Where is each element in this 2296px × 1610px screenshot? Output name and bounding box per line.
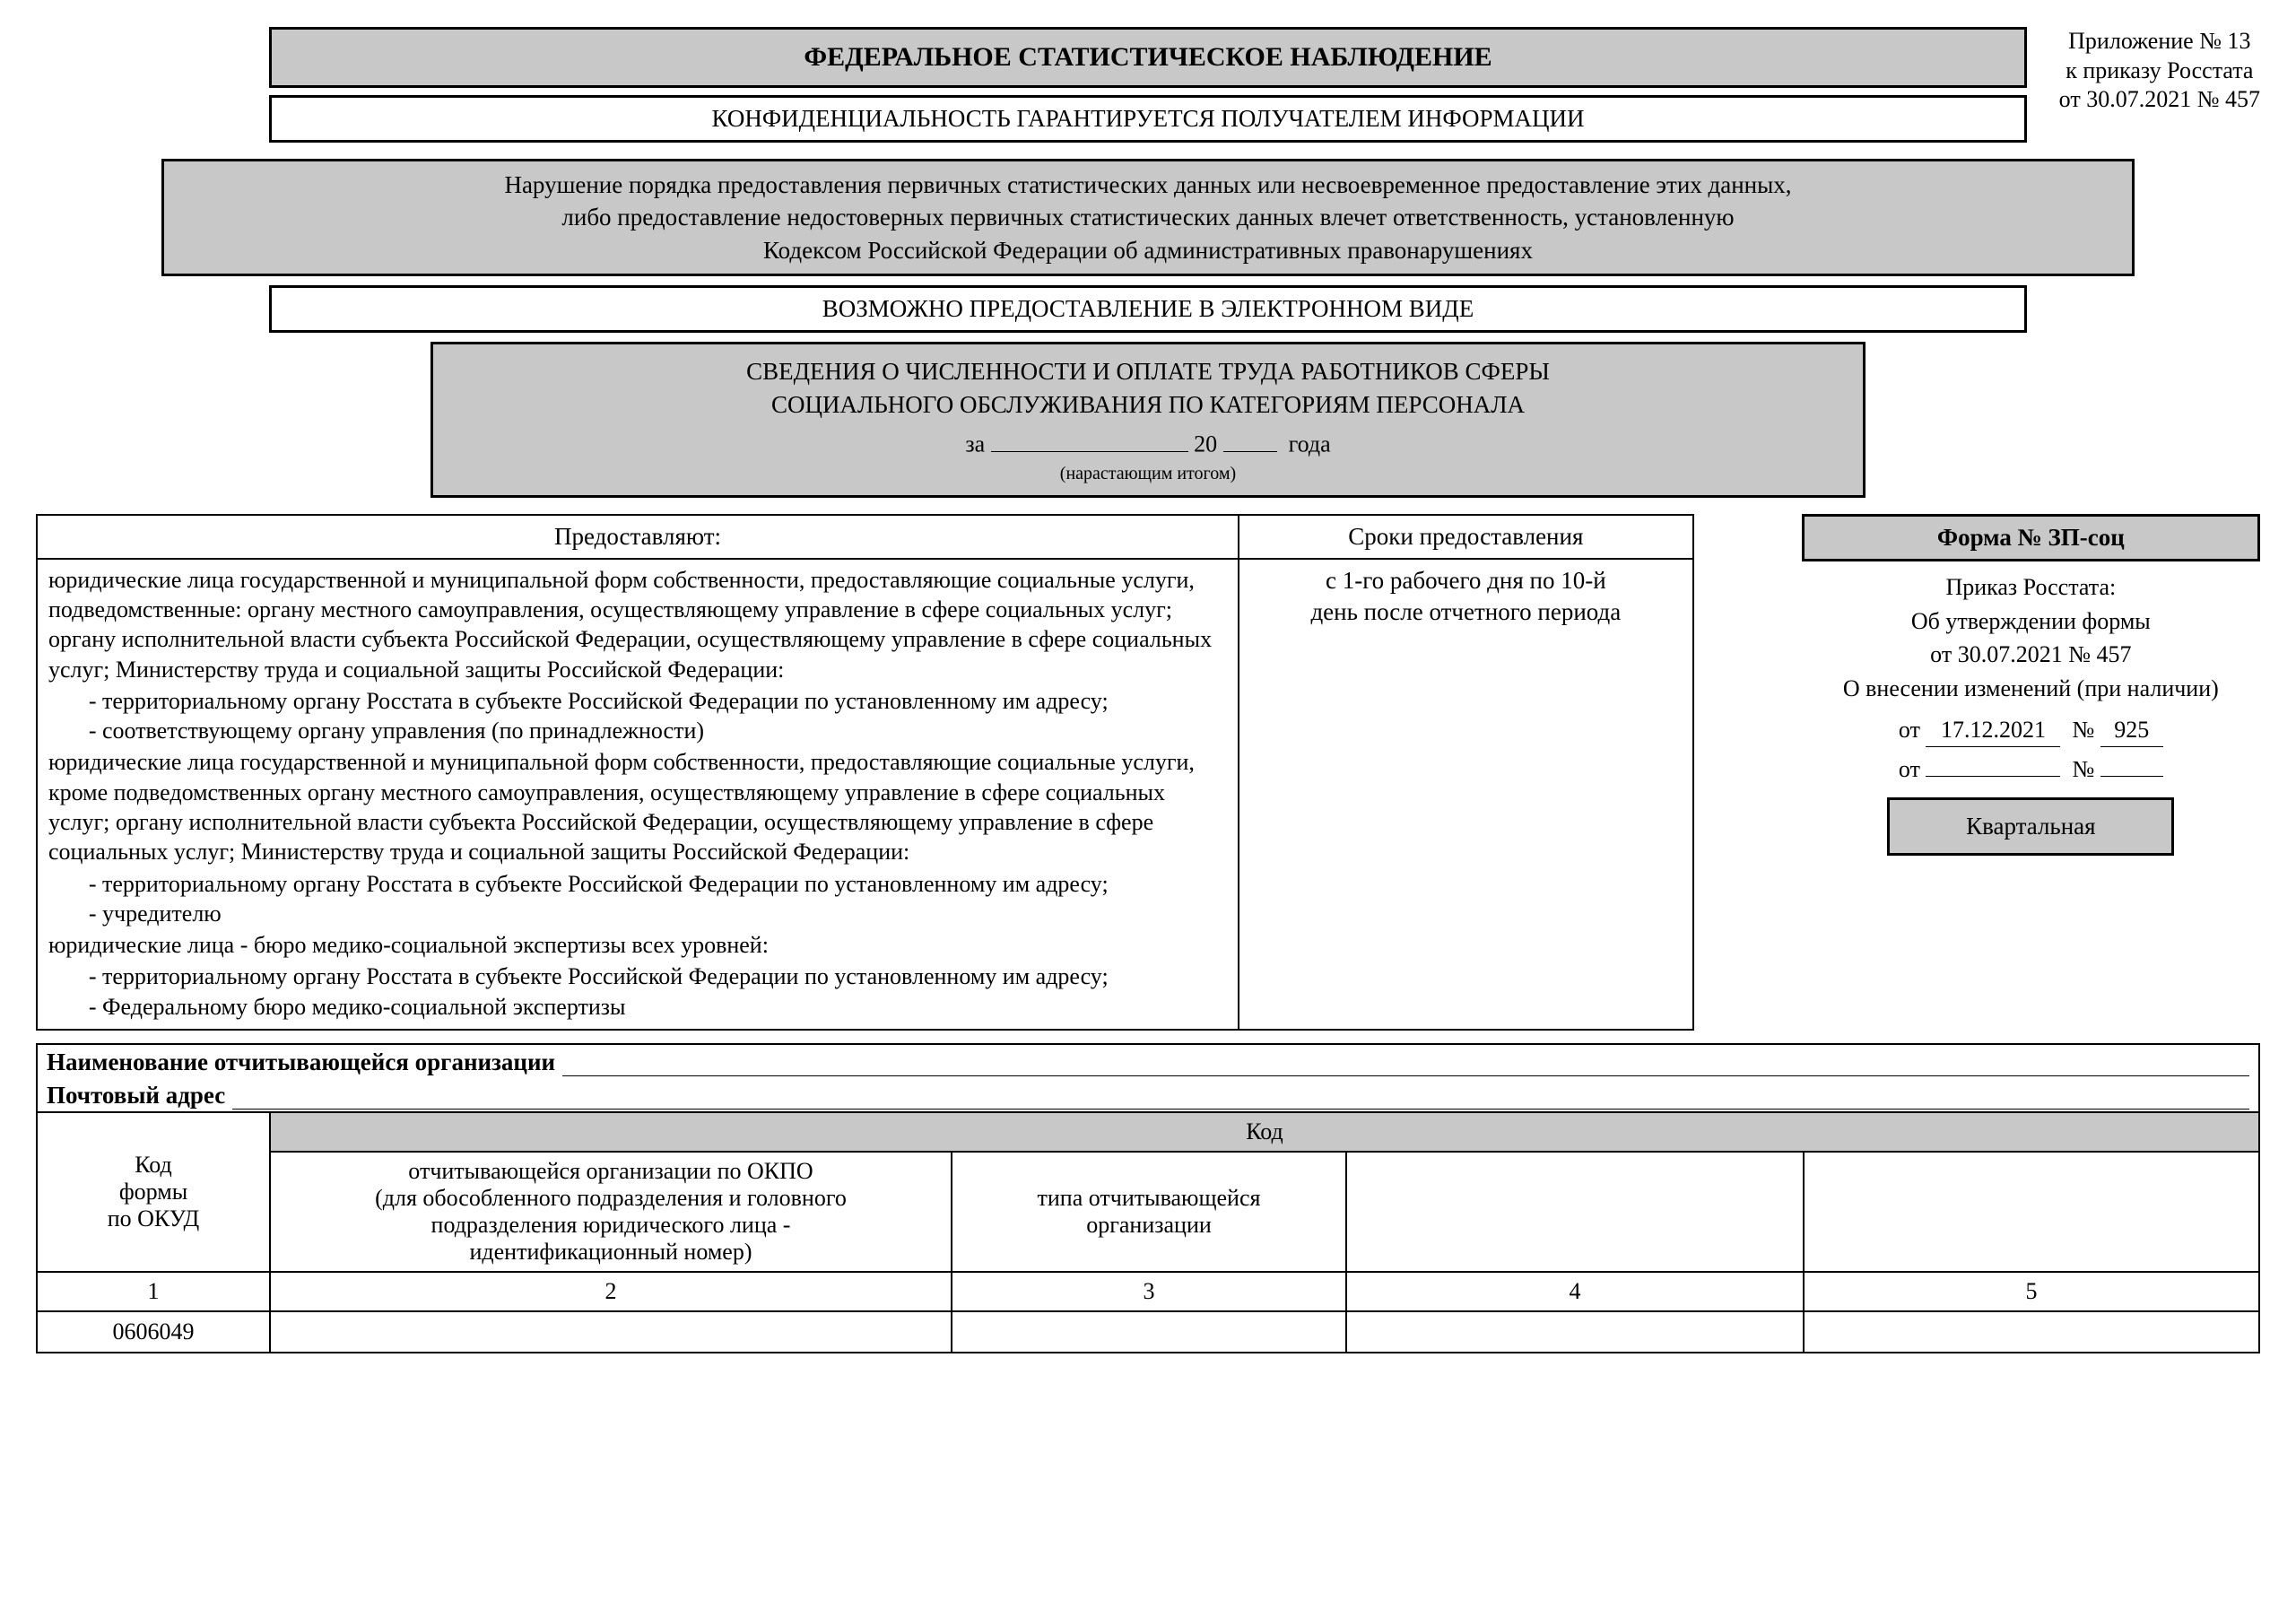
form-periodicity: Квартальная [1887, 797, 2174, 856]
banner-electronic: ВОЗМОЖНО ПРЕДОСТАВЛЕНИЕ В ЭЛЕКТРОННОМ ВИ… [269, 285, 2027, 333]
form-date-row: от № [1802, 753, 2260, 787]
code-col1-header: Код формы по ОКУД [37, 1112, 270, 1272]
submit-bullet: учредителю [102, 899, 1227, 928]
submit-bullet: территориальному органу Росстата в субъе… [102, 962, 1227, 991]
info-note: (нарастающим итогом) [451, 462, 1845, 486]
code-cell[interactable] [952, 1311, 1346, 1353]
text: типа отчитывающейся [961, 1185, 1336, 1212]
form-date-row: от 17.12.2021 № 925 [1802, 713, 2260, 748]
submit-header-when: Сроки предоставления [1239, 515, 1693, 559]
violation-line: либо предоставление недостоверных первич… [173, 201, 2123, 233]
label-ot: от [1899, 717, 1920, 743]
attachment-note: Приложение № 13 к приказу Росстата от 30… [2059, 27, 2260, 115]
form-line: Об утверждении формы [1802, 605, 2260, 639]
org-addr-label: Почтовый адрес [47, 1082, 225, 1110]
code-table: Код формы по ОКУД Код отчитывающейся орг… [36, 1111, 2260, 1353]
form-line: от 30.07.2021 № 457 [1802, 638, 2260, 672]
code-cell[interactable] [1804, 1311, 2259, 1353]
submit-header-who: Предоставляют: [37, 515, 1239, 559]
text: формы [47, 1179, 260, 1205]
info-block: СВЕДЕНИЯ О ЧИСЛЕННОСТИ И ОПЛАТЕ ТРУДА РА… [430, 342, 1866, 498]
code-group-header: Код [270, 1112, 2259, 1152]
org-name-line: Наименование отчитывающейся организации [36, 1043, 2260, 1078]
text: подразделения юридического лица - [280, 1212, 942, 1239]
submit-para: юридические лица - бюро медико-социально… [48, 930, 1227, 960]
attachment-line: от 30.07.2021 № 457 [2059, 85, 2260, 115]
banner-confidentiality: КОНФИДЕНЦИАЛЬНОСТЬ ГАРАНТИРУЕТСЯ ПОЛУЧАТ… [269, 95, 2027, 143]
banner-main-title: ФЕДЕРАЛЬНОЕ СТАТИСТИЧЕСКОЕ НАБЛЮДЕНИЕ [269, 27, 2027, 88]
org-addr-line: Почтовый адрес [36, 1078, 2260, 1111]
banner-text: ФЕДЕРАЛЬНОЕ СТАТИСТИЧЕСКОЕ НАБЛЮДЕНИЕ [272, 30, 2024, 85]
text: идентификационный номер) [280, 1239, 942, 1266]
submit-para: юридические лица государственной и муниц… [48, 747, 1227, 866]
submission-table: Предоставляют: Сроки предоставления юрид… [36, 514, 1694, 1031]
label-20: 20 [1194, 431, 1217, 457]
deadline-line: день после отчетного периода [1250, 596, 1682, 628]
info-line: СОЦИАЛЬНОГО ОБСЛУЖИВАНИЯ ПО КАТЕГОРИЯМ П… [451, 388, 1845, 421]
text: (для обособленного подразделения и голов… [280, 1185, 942, 1212]
colnum: 3 [952, 1272, 1346, 1311]
attachment-line: Приложение № 13 [2059, 27, 2260, 57]
violation-line: Нарушение порядка предоставления первичн… [173, 169, 2123, 201]
form-line: О внесении изменений (при наличии) [1802, 672, 2260, 706]
period-blank[interactable] [991, 426, 1188, 452]
org-name-label: Наименование отчитывающейся организации [47, 1049, 555, 1076]
submit-bullet: территориальному органу Росстата в субъе… [102, 869, 1227, 899]
text: отчитывающейся организации по ОКПО [280, 1158, 942, 1185]
code-col5-header [1804, 1152, 2259, 1272]
colnum: 1 [37, 1272, 270, 1311]
num-field[interactable] [2100, 776, 2163, 777]
colnum: 4 [1346, 1272, 1804, 1311]
label-no: № [2072, 756, 2094, 782]
year-blank[interactable] [1223, 426, 1277, 452]
violation-line: Кодексом Российской Федерации об админис… [173, 234, 2123, 266]
code-cell[interactable] [1346, 1311, 1804, 1353]
banner-text: ВОЗМОЖНО ПРЕДОСТАВЛЕНИЕ В ЭЛЕКТРОННОМ ВИ… [272, 288, 2024, 330]
label-goda: года [1289, 431, 1331, 457]
text: организации [961, 1212, 1336, 1239]
date-field[interactable] [1926, 776, 2060, 777]
label-za: за [965, 431, 985, 457]
num-field[interactable]: 925 [2100, 713, 2163, 748]
code-cell[interactable] [270, 1311, 952, 1353]
colnum: 2 [270, 1272, 952, 1311]
form-box: Форма № ЗП-соц Приказ Росстата: Об утвер… [1802, 514, 2260, 1031]
banner-text: КОНФИДЕНЦИАЛЬНОСТЬ ГАРАНТИРУЕТСЯ ПОЛУЧАТ… [272, 98, 2024, 140]
label-ot: от [1899, 756, 1920, 782]
colnum: 5 [1804, 1272, 2259, 1311]
code-col4-header [1346, 1152, 1804, 1272]
text: по ОКУД [47, 1205, 260, 1232]
submit-para: юридические лица государственной и муниц… [48, 565, 1227, 684]
org-name-field[interactable] [562, 1049, 2249, 1076]
code-col2-header: отчитывающейся организации по ОКПО (для … [270, 1152, 952, 1272]
info-line: СВЕДЕНИЯ О ЧИСЛЕННОСТИ И ОПЛАТЕ ТРУДА РА… [451, 355, 1845, 387]
form-header: Форма № ЗП-соц [1802, 514, 2260, 561]
deadline-line: с 1-го рабочего дня по 10-й [1250, 565, 1682, 596]
okud-value: 0606049 [37, 1311, 270, 1353]
form-line: Приказ Росстата: [1802, 570, 2260, 605]
text: Код [47, 1152, 260, 1179]
submit-who-cell: юридические лица государственной и муниц… [37, 559, 1239, 1030]
code-col3-header: типа отчитывающейся организации [952, 1152, 1346, 1272]
submit-bullet: соответствующему органу управления (по п… [102, 716, 1227, 745]
org-block: Наименование отчитывающейся организации … [36, 1043, 2260, 1353]
submit-deadline-cell: с 1-го рабочего дня по 10-й день после о… [1239, 559, 1693, 1030]
info-period: за 20 года [451, 426, 1845, 460]
submit-bullet: Федеральному бюро медико-социальной эксп… [102, 992, 1227, 1022]
submit-bullet: территориальному органу Росстата в субъе… [102, 686, 1227, 716]
attachment-line: к приказу Росстата [2059, 57, 2260, 86]
label-no: № [2072, 717, 2094, 743]
org-addr-field[interactable] [232, 1082, 2249, 1110]
banner-violation: Нарушение порядка предоставления первичн… [161, 159, 2135, 276]
date-field[interactable]: 17.12.2021 [1926, 713, 2060, 748]
